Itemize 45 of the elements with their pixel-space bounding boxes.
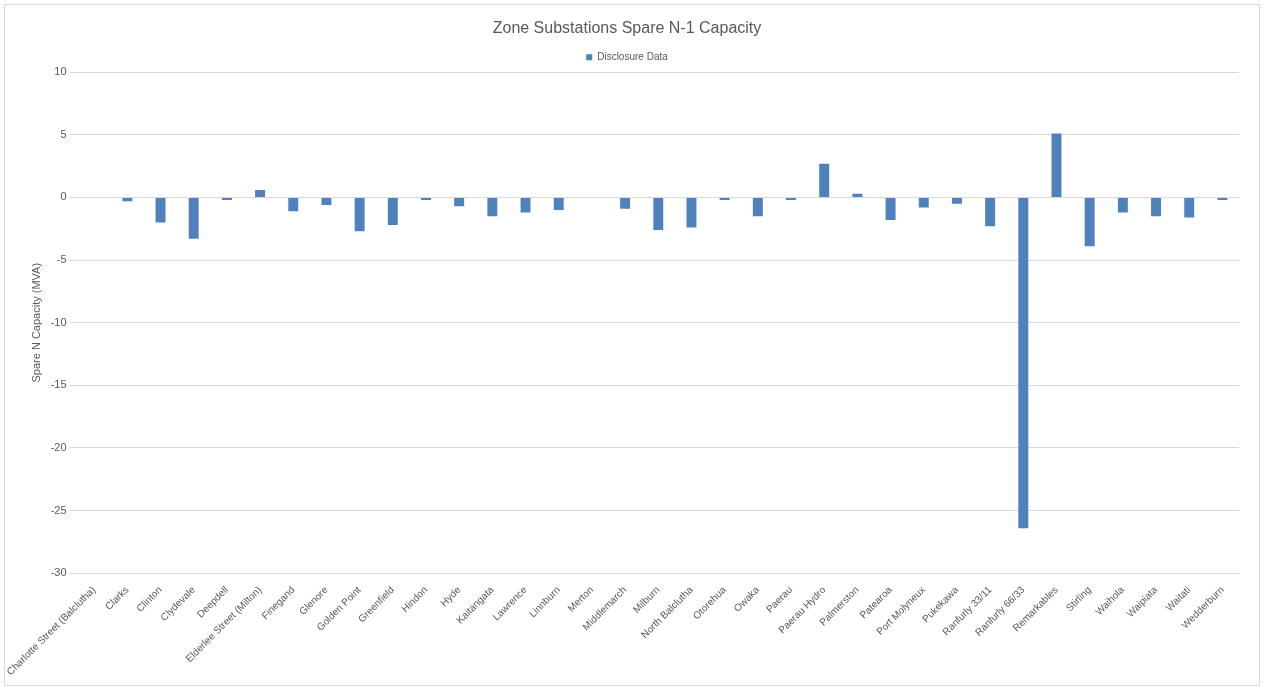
bar (354, 197, 365, 232)
bar (221, 197, 232, 200)
bar (786, 197, 796, 200)
bar (1184, 197, 1195, 218)
y-tick-label: -30 (50, 566, 67, 579)
bar (653, 197, 664, 231)
bar (421, 197, 431, 200)
bar (454, 197, 465, 207)
bar (918, 197, 929, 208)
bar (752, 197, 763, 217)
bar (520, 197, 531, 213)
bar (1217, 197, 1228, 200)
bar (620, 197, 631, 209)
bar (288, 197, 299, 212)
bar (1051, 133, 1062, 197)
bar (321, 197, 332, 205)
bar (1084, 197, 1095, 247)
y-tick-label: -15 (50, 378, 67, 391)
bar (1018, 197, 1029, 529)
bar (985, 197, 996, 227)
y-tick-label: -10 (50, 315, 67, 328)
y-tick-label: 0 (60, 190, 67, 203)
y-tick-label: 10 (54, 65, 67, 78)
bar (1151, 197, 1162, 217)
bar (155, 197, 166, 223)
y-tick-label: 5 (60, 127, 67, 140)
bar (686, 197, 697, 228)
y-tick-label: -20 (50, 441, 67, 453)
y-tick-label: -25 (50, 503, 67, 516)
bar (255, 189, 266, 197)
chart-title: Zone Substations Spare N-1 Capacity (492, 19, 762, 37)
bar (487, 197, 498, 217)
bar (719, 197, 730, 200)
y-axis-title: Spare N Capacity (MVA) (30, 262, 43, 383)
bar (553, 197, 564, 210)
bar (122, 197, 133, 202)
bar (885, 197, 896, 220)
bar (819, 163, 830, 197)
bar (188, 197, 199, 239)
bar (1117, 197, 1128, 213)
legend-label: Disclosure Data (597, 50, 669, 62)
bar (387, 197, 398, 226)
y-tick-label: -5 (56, 253, 67, 266)
bar (852, 193, 863, 197)
bar (951, 197, 962, 204)
